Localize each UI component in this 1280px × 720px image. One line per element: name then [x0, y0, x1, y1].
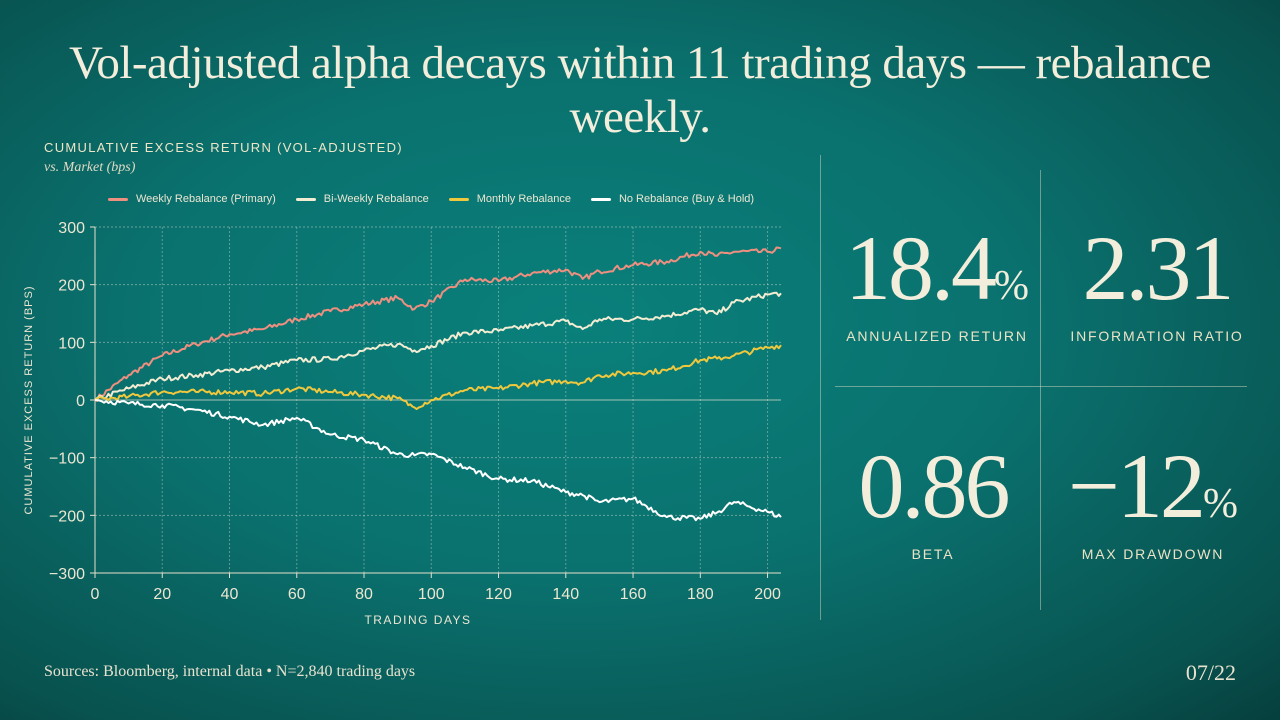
chart-subtitle: vs. Market (bps): [44, 160, 136, 175]
legend-swatch: [590, 197, 611, 201]
stat-value: 0.86: [858, 435, 1011, 537]
stat-max-drawdown: −12% MAX DRAWDOWN: [1048, 440, 1258, 562]
chart-title: CUMULATIVE EXCESS RETURN (VOL-ADJUSTED): [44, 140, 403, 155]
legend-label: Weekly Rebalance (Primary): [136, 193, 276, 205]
y-tick-label: 200: [58, 278, 85, 295]
divider: [1040, 170, 1041, 610]
legend-swatch: [448, 197, 469, 201]
slide-title: Vol-adjusted alpha decays within 11 trad…: [68, 37, 1212, 143]
y-tick-label: −300: [49, 566, 85, 583]
stat-beta: 0.86 BETA: [828, 440, 1038, 562]
legend-item-biweekly: Bi-Weekly Rebalance: [295, 193, 429, 205]
chart-legend: Weekly Rebalance (Primary) Bi-Weekly Reb…: [108, 193, 754, 205]
line-chart: 300 200 100 0 −100 −200 −300 0 20 40 60 80 100 120 140…: [23, 220, 782, 627]
x-tick-label: 160: [620, 586, 647, 603]
series-line-weekly: [94, 246, 782, 402]
x-tick-label: 200: [754, 586, 781, 603]
legend-swatch: [295, 197, 316, 201]
x-axis-label: TRADING DAYS: [364, 613, 471, 627]
page-number: 07/22: [1185, 660, 1236, 685]
sources-note: Sources: Bloomberg, internal data • N=2,…: [44, 663, 416, 680]
stat-value: 2.31: [1082, 217, 1235, 319]
stat-label: BETA: [911, 546, 955, 562]
legend-label: No Rebalance (Buy & Hold): [618, 193, 755, 205]
x-tick-label: 100: [418, 586, 445, 603]
stat-label: INFORMATION RATIO: [1070, 328, 1244, 344]
y-axis-label: CUMULATIVE EXCESS RETURN (BPS): [23, 285, 35, 514]
legend-label: Monthly Rebalance: [476, 193, 571, 205]
x-tick-label: 20: [153, 586, 171, 603]
stat-value: −12%: [1068, 435, 1238, 537]
divider: [835, 386, 1247, 387]
y-tick-label: 0: [76, 393, 85, 410]
series-line-biweekly: [94, 291, 782, 401]
legend-swatch: [108, 197, 128, 201]
x-tick-label: 180: [687, 586, 714, 603]
divider: [820, 155, 821, 620]
stat-label: MAX DRAWDOWN: [1081, 546, 1225, 562]
legend-item-buyhold: No Rebalance (Buy & Hold): [590, 193, 755, 205]
y-tick-label: 100: [58, 335, 85, 352]
stat-value: 18.4%: [845, 217, 1029, 319]
legend-item-monthly: Monthly Rebalance: [448, 193, 571, 205]
y-tick-label: −200: [49, 508, 85, 525]
x-tick-label: 60: [288, 586, 306, 603]
stat-annualized-return: 18.4% ANNUALIZED RETURN: [832, 222, 1042, 344]
x-tick-label: 0: [91, 586, 100, 603]
series-line-monthly: [94, 344, 782, 411]
x-tick-label: 120: [485, 586, 512, 603]
stat-label: ANNUALIZED RETURN: [846, 328, 1028, 344]
legend-label: Bi-Weekly Rebalance: [323, 193, 429, 205]
legend-item-weekly: Weekly Rebalance (Primary): [108, 193, 276, 205]
y-tick-label: −100: [49, 451, 85, 468]
x-tick-label: 40: [221, 586, 239, 603]
series-line-buy-hold: [94, 399, 782, 522]
x-tick-label: 140: [552, 586, 579, 603]
y-tick-label: 300: [58, 220, 85, 237]
stat-information-ratio: 2.31 INFORMATION RATIO: [1052, 222, 1262, 344]
x-tick-label: 80: [355, 586, 373, 603]
